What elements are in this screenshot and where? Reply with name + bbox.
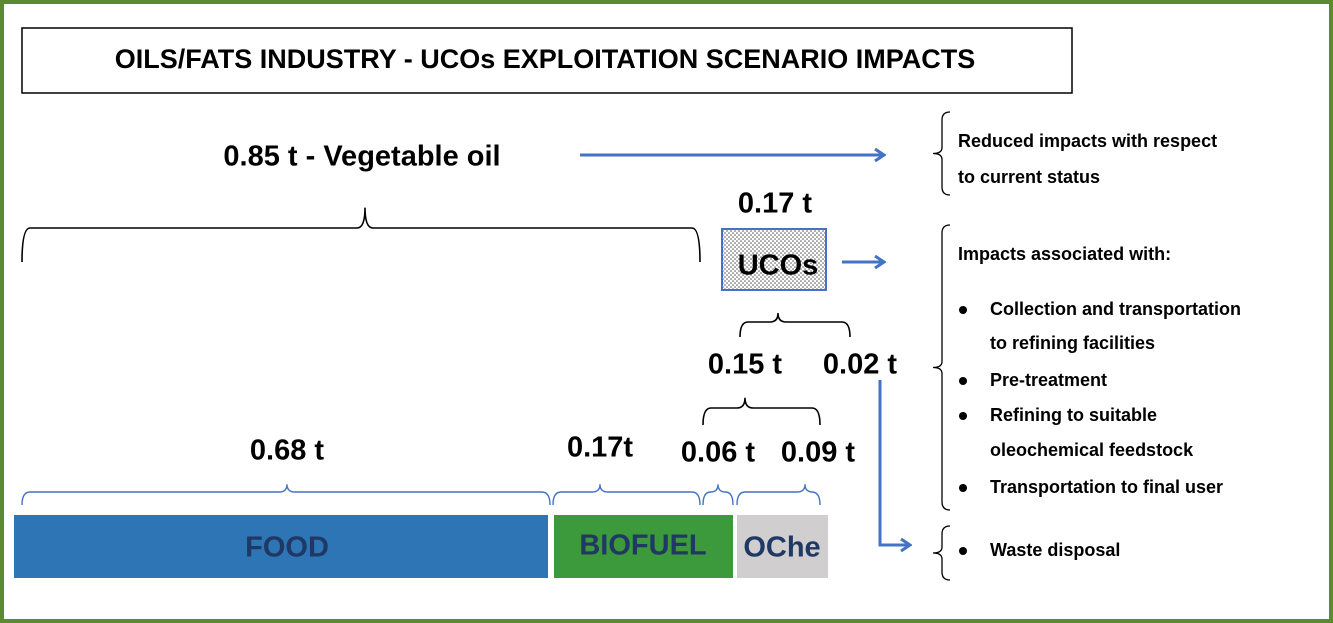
impact-text: Reduced impacts with respect [958,131,1217,151]
brace [739,312,851,338]
vegetable-oil-label: 0.85 t - Vegetable oil [223,141,500,173]
brace [702,397,821,426]
food-label: FOOD [245,532,329,564]
split-amount: 0.15 t [708,349,782,381]
use-amount: 0.17t [567,432,633,464]
brace [21,484,551,506]
brace [736,484,821,506]
brace [932,224,951,511]
impact-text: to current status [958,167,1100,187]
title-box [21,27,1073,94]
impact-item: oleochemical feedstock [990,440,1194,460]
food-bar [14,515,548,578]
impact-item: Collection and transportation [990,299,1241,319]
brace [21,207,701,263]
impact-item: to refining facilities [990,333,1155,353]
biofuel-label: BIOFUEL [579,530,706,562]
use-amount: 0.06 t [681,437,755,469]
bullets [959,306,967,555]
title: OILS/FATS INDUSTRY - UCOs EXPLOITATION S… [115,44,976,74]
ucos-amount: 0.17 t [738,188,812,220]
oche-bar [737,515,828,578]
brace [552,484,701,506]
impact-heading: Impacts associated with: [958,244,1171,264]
use-amount: 0.68 t [250,435,324,467]
impact-item: Pre-treatment [990,370,1107,390]
ucos-box [721,228,827,291]
oche-label: OChe [743,532,820,564]
brace [932,525,951,581]
impact-item: Waste disposal [990,540,1120,560]
impact-item: Refining to suitable [990,405,1157,425]
ucos-label: UCOs [738,250,819,282]
biofuel-bar [554,515,733,578]
brace [932,111,951,196]
impact-item: Transportation to final user [990,477,1223,497]
brace [702,484,734,506]
split-amount: 0.02 t [823,349,897,381]
waste-arrow [878,380,910,545]
use-amount: 0.09 t [781,437,855,469]
